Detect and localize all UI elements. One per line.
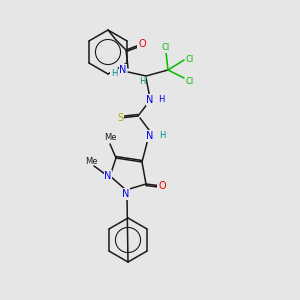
Text: N: N	[119, 65, 127, 75]
Text: S: S	[117, 113, 123, 123]
Text: O: O	[138, 39, 146, 49]
Text: H: H	[158, 95, 164, 104]
Text: H: H	[139, 77, 145, 86]
Text: Cl: Cl	[162, 44, 170, 52]
Text: H: H	[111, 68, 117, 77]
Text: Me: Me	[104, 134, 116, 142]
Text: N: N	[104, 171, 112, 181]
Text: Cl: Cl	[186, 55, 194, 64]
Text: N: N	[146, 95, 154, 105]
Text: H: H	[159, 131, 165, 140]
Text: N: N	[122, 189, 130, 199]
Text: O: O	[158, 181, 166, 191]
Text: Me: Me	[85, 157, 97, 166]
Text: Cl: Cl	[186, 76, 194, 85]
Text: N: N	[146, 131, 154, 141]
